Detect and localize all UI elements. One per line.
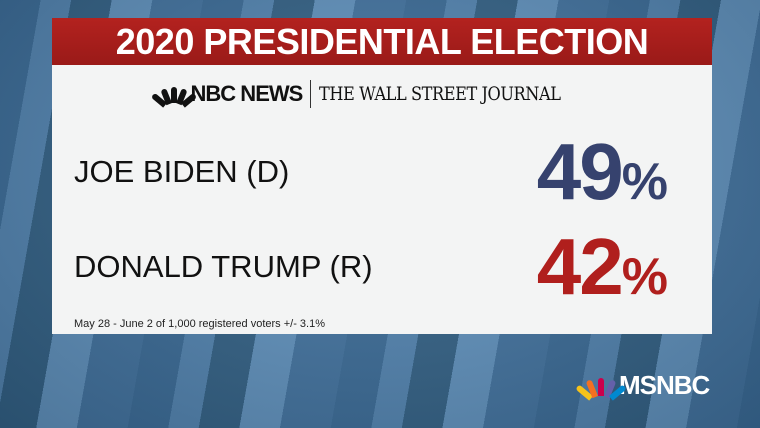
candidate-name: DONALD TRUMP (R) [74, 249, 373, 284]
percent-sign: % [621, 153, 668, 211]
poll-graphic: 2020 PRESIDENTIAL ELECTION NBC NEWS THE … [52, 18, 712, 334]
poll-methodology-note: May 28 - June 2 of 1,000 registered vote… [74, 318, 325, 330]
msnbc-peacock-icon [575, 376, 627, 401]
msnbc-label: MSNBC [619, 370, 710, 400]
nbc-news-label: NBC NEWS [190, 81, 304, 106]
candidate-percentage: 42% [536, 221, 668, 313]
nbc-peacock-icon [150, 85, 197, 108]
percentage-value: 42 [536, 222, 624, 311]
sources-divider [310, 80, 312, 108]
wsj-logo: THE WALL STREET JOURNAL [319, 83, 561, 105]
candidate-row-biden: JOE BIDEN (D) 49% [74, 126, 668, 218]
candidate-name: JOE BIDEN (D) [74, 154, 290, 189]
candidate-percentage: 49% [536, 126, 668, 218]
poll-sources: NBC NEWS THE WALL STREET JOURNAL [52, 80, 712, 108]
nbc-news-logo: NBC NEWS [150, 81, 304, 108]
candidate-row-trump: DONALD TRUMP (R) 42% [74, 221, 668, 313]
msnbc-logo: MSNBC [575, 370, 710, 401]
percent-sign: % [621, 248, 668, 306]
graphic-title: 2020 PRESIDENTIAL ELECTION [52, 18, 712, 65]
percentage-value: 49 [536, 127, 624, 216]
